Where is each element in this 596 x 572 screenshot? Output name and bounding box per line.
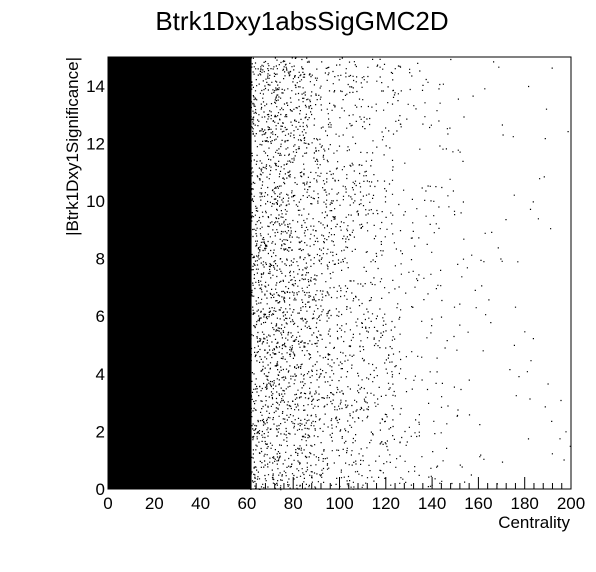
scatter-points-path [235,57,571,491]
x-tick-label: 140 [418,494,446,513]
x-tick-label: 160 [464,494,492,513]
y-tick-label: 10 [86,192,105,211]
y-tick-label: 12 [86,134,105,153]
x-tick-label: 0 [103,494,112,513]
y-axis-ticks: 0 2 4 6 8 10 12 14 [86,62,122,499]
x-tick-label: 40 [191,494,210,513]
x-axis-title: Centrality [498,513,570,532]
x-tick-label: 120 [372,494,400,513]
y-tick-label: 2 [96,422,105,441]
dense-core-region [108,57,252,489]
y-tick-label: 0 [96,480,105,499]
y-tick-label: 8 [96,250,105,269]
x-tick-label: 60 [237,494,256,513]
x-tick-label: 80 [284,494,303,513]
x-tick-label: 180 [511,494,539,513]
x-tick-label: 100 [325,494,353,513]
x-tick-label: 200 [557,494,585,513]
x-tick-label: 20 [145,494,164,513]
scatter-points [108,57,571,491]
y-tick-label: 4 [96,365,105,384]
y-tick-label: 14 [86,77,105,96]
x-axis-ticks: 0 20 40 60 80 100 120 140 160 180 200 [103,477,585,513]
chart-title: Btrk1Dxy1absSigGMC2D [155,6,448,36]
y-axis-title: |Btrk1Dxy1Significance| [63,57,82,236]
y-tick-label: 6 [96,307,105,326]
